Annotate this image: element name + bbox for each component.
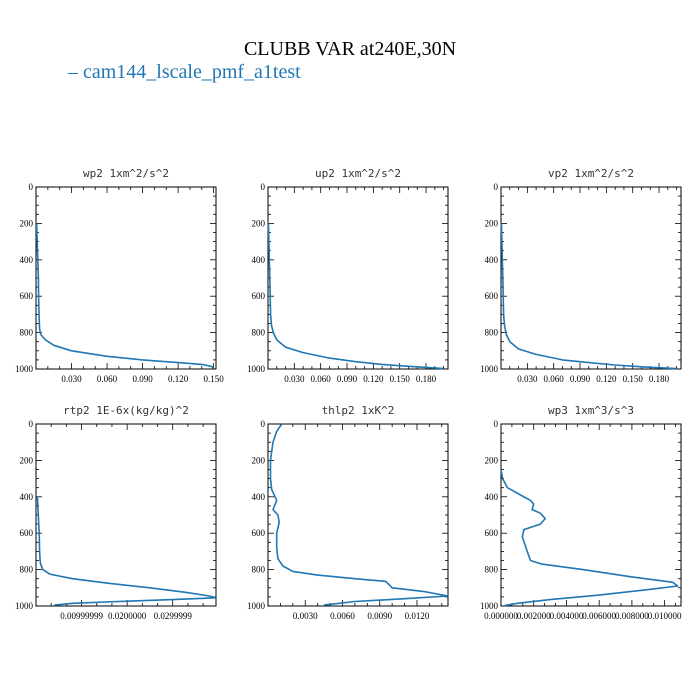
- y-tick-label: 1000: [247, 601, 266, 611]
- y-tick-label: 600: [252, 291, 266, 301]
- y-tick-label: 800: [252, 328, 266, 338]
- x-tick-label: 0.150: [390, 374, 411, 384]
- y-tick-label: 0: [29, 419, 34, 429]
- figure-title: CLUBB VAR at240E,30N: [244, 38, 456, 60]
- x-tick-label: 0.060: [311, 374, 332, 384]
- x-tick-label: 0.180: [649, 374, 670, 384]
- x-tick-label: 0.0299999: [154, 611, 193, 621]
- x-tick-label: 0.060: [97, 374, 118, 384]
- x-tick-label: 0.090: [132, 374, 153, 384]
- legend: – cam144_lscale_pmf_a1test: [67, 61, 301, 83]
- y-tick-label: 1000: [247, 364, 266, 374]
- y-tick-label: 1000: [480, 601, 499, 611]
- y-tick-label: 800: [485, 328, 499, 338]
- y-tick-label: 1000: [15, 601, 34, 611]
- y-tick-label: 200: [485, 455, 499, 465]
- panel-title: wp3 1xm^3/s^3: [548, 404, 634, 417]
- y-tick-label: 400: [485, 255, 499, 265]
- y-tick-label: 1000: [15, 364, 34, 374]
- panel-rtp2: rtp2 1E-6x(kg/kg)^2 0 200 400 600 800 1000 0.00…: [15, 404, 217, 621]
- plot-frame: [35, 186, 217, 370]
- y-tick-label: 0: [494, 182, 499, 192]
- x-tick-label: 0.0120: [405, 611, 430, 621]
- series-line-vp2: [500, 223, 677, 370]
- panel-vp2: vp2 1xm^2/s^2 0 200 400 600 800 1000 0.030 0.060…: [480, 167, 682, 384]
- y-tick-label: 400: [20, 255, 34, 265]
- x-tick-label: 0.0030: [293, 611, 318, 621]
- x-tick-label: 0.010000: [648, 611, 682, 621]
- panel-wp3: wp3 1xm^3/s^3020040060080010000.0000000.…: [480, 404, 682, 621]
- plot-frame: [500, 423, 682, 607]
- y-tick-label: 200: [252, 218, 266, 228]
- legend-entry: – cam144_lscale_pmf_a1test: [67, 61, 301, 83]
- series-line-thlp2: [269, 423, 449, 606]
- x-tick-label: 0.0090: [367, 611, 392, 621]
- y-tick-label: 1000: [480, 364, 499, 374]
- x-tick-label: 0.000000: [484, 611, 518, 621]
- y-tick-label: 200: [252, 455, 266, 465]
- y-tick-label: 800: [252, 565, 266, 575]
- y-tick-label: 600: [485, 291, 499, 301]
- y-tick-label: 200: [485, 218, 499, 228]
- y-tick-label: 600: [485, 528, 499, 538]
- y-tick-label: 400: [252, 255, 266, 265]
- panel-title: thlp2 1xK^2: [322, 404, 395, 417]
- series-line-up2: [267, 223, 444, 370]
- x-tick-label: 0.090: [337, 374, 358, 384]
- x-tick-label: 0.00999999: [60, 611, 103, 621]
- panel-up2: up2 1xm^2/s^2 0 200 400 600 800 1000 0.030 0.060…: [247, 167, 449, 384]
- y-tick-label: 0: [261, 419, 266, 429]
- x-tick-label: 0.004000: [550, 611, 584, 621]
- x-tick-label: 0.180: [416, 374, 437, 384]
- x-tick-label: 0.060: [544, 374, 565, 384]
- y-tick-label: 200: [20, 455, 34, 465]
- panel-title: up2 1xm^2/s^2: [315, 167, 401, 180]
- plot-frame: [500, 186, 682, 370]
- x-tick-label: 0.002000: [517, 611, 551, 621]
- panel-wp2: wp2 1xm^2/s^2 0 200 400 600 800 1000 0.030 0.060…: [15, 167, 224, 384]
- panel-grid: wp2 1xm^2/s^2 0 200 400 600 800 1000 0.030 0.060…: [15, 167, 682, 621]
- x-tick-label: 0.120: [596, 374, 617, 384]
- y-tick-label: 0: [261, 182, 266, 192]
- y-tick-label: 400: [20, 492, 34, 502]
- y-tick-label: 600: [252, 528, 266, 538]
- x-tick-label: 0.0060: [330, 611, 355, 621]
- x-tick-label: 0.006000: [582, 611, 616, 621]
- series-line-wp2: [35, 223, 215, 369]
- panel-title: rtp2 1E-6x(kg/kg)^2: [63, 404, 189, 417]
- panel-thlp2: thlp2 1xK^2 0 200 400 600 800 1000 0.0030 0.0060…: [247, 404, 449, 621]
- y-tick-label: 800: [20, 565, 34, 575]
- panel-title: wp2 1xm^2/s^2: [83, 167, 169, 180]
- x-tick-label: 0.030: [61, 374, 82, 384]
- x-tick-label: 0.090: [570, 374, 591, 384]
- y-tick-label: 800: [20, 328, 34, 338]
- panel-title: vp2 1xm^2/s^2: [548, 167, 634, 180]
- x-tick-label: 0.0200000: [108, 611, 147, 621]
- legend-label: cam144_lscale_pmf_a1test: [83, 61, 301, 83]
- x-tick-label: 0.030: [517, 374, 538, 384]
- y-tick-label: 200: [20, 218, 34, 228]
- y-tick-label: 0: [29, 182, 34, 192]
- series-line-wp3: [500, 469, 679, 607]
- plot-frame: [267, 186, 449, 370]
- series-line-rtp2: [36, 496, 217, 606]
- x-tick-label: 0.150: [204, 374, 225, 384]
- x-tick-label: 0.030: [284, 374, 305, 384]
- plot-frame: [35, 423, 217, 607]
- y-tick-label: 0: [494, 419, 499, 429]
- y-tick-label: 600: [20, 291, 34, 301]
- x-tick-label: 0.150: [623, 374, 644, 384]
- x-tick-label: 0.120: [168, 374, 189, 384]
- x-tick-label: 0.008000: [615, 611, 649, 621]
- y-tick-label: 600: [20, 528, 34, 538]
- y-tick-label: 400: [252, 492, 266, 502]
- y-tick-label: 800: [485, 565, 499, 575]
- y-tick-label: 400: [485, 492, 499, 502]
- x-tick-label: 0.120: [363, 374, 384, 384]
